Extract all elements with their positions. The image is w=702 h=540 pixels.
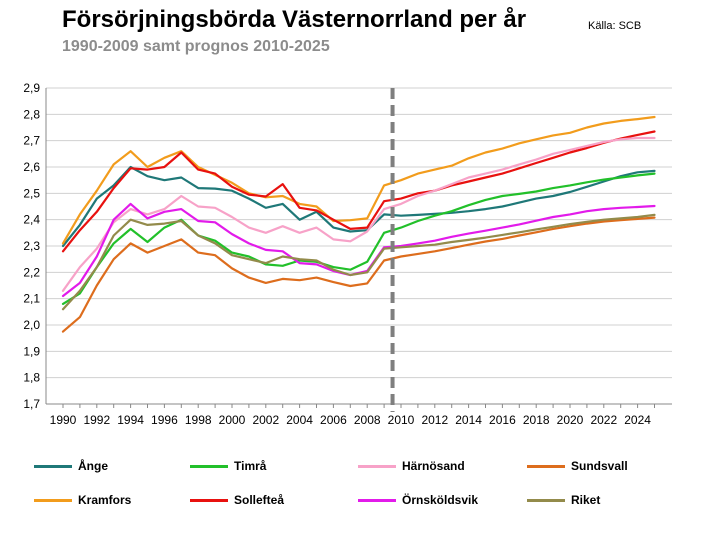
series-line-timrå <box>61 172 656 305</box>
legend-item: Timrå <box>190 458 266 474</box>
legend-label: Timrå <box>234 459 267 473</box>
y-tick-label: 1,8 <box>23 371 40 385</box>
y-tick-label: 2,8 <box>23 107 40 121</box>
x-tick-label: 2008 <box>354 413 381 427</box>
legend-item: Sollefteå <box>190 492 284 508</box>
legend-swatch <box>358 464 396 468</box>
x-tick-label: 2014 <box>455 413 482 427</box>
legend-swatch <box>34 498 72 502</box>
y-tick-label: 1,9 <box>23 344 40 358</box>
y-tick-label: 1,7 <box>23 397 40 411</box>
x-tick-label: 2024 <box>624 413 651 427</box>
series-line-kramfors <box>61 115 656 245</box>
legend-item: Riket <box>527 492 600 508</box>
x-tick-label: 2010 <box>388 413 415 427</box>
chart-title: Försörjningsbörda Västernorrland per år <box>62 6 527 33</box>
chart-subtitle: 1990-2009 samt prognos 2010-2025 <box>62 38 330 55</box>
y-tick-label: 2,3 <box>23 239 40 253</box>
x-tick-label: 2006 <box>320 413 347 427</box>
legend-item: Härnösand <box>358 458 465 474</box>
x-tick-label: 1998 <box>185 413 212 427</box>
legend-swatch <box>190 498 228 502</box>
x-tick-label: 2004 <box>286 413 313 427</box>
x-tick-label: 2016 <box>489 413 516 427</box>
legend-label: Riket <box>571 493 601 507</box>
legend-label: Kramfors <box>78 493 132 507</box>
x-tick-label: 2000 <box>219 413 246 427</box>
x-tick-label: 2022 <box>590 413 617 427</box>
y-tick-label: 2,9 <box>23 81 40 95</box>
x-tick-label: 1996 <box>151 413 178 427</box>
series-line-ånge <box>61 165 656 248</box>
legend-swatch <box>527 464 565 468</box>
legend-swatch <box>527 498 565 502</box>
x-tick-label: 1992 <box>83 413 110 427</box>
y-tick-label: 2,5 <box>23 186 40 200</box>
y-tick-label: 2,2 <box>23 265 40 279</box>
x-tick-label: 2018 <box>523 413 550 427</box>
legend-label: Ånge <box>78 459 108 473</box>
legend-label: Härnösand <box>402 459 465 473</box>
x-tick-label: 1990 <box>50 413 77 427</box>
legend-label: Sundsvall <box>571 459 628 473</box>
series-line-riket <box>61 213 656 311</box>
y-tick-label: 2,1 <box>23 292 40 306</box>
line-chart: 1,7 1,8 1,9 2,0 2,1 2,2 2,3 2,4 2,5 2,6 2,7 2,8 2,9 1… <box>23 81 672 427</box>
x-tick-label: 1994 <box>117 413 144 427</box>
y-tick-label: 2,0 <box>23 318 40 332</box>
y-tick-label: 2,7 <box>23 134 40 148</box>
legend-swatch <box>358 498 396 502</box>
legend-item: Örnsköldsvik <box>358 492 478 508</box>
y-tick-label: 2,6 <box>23 160 40 174</box>
legend-item: Kramfors <box>34 492 131 508</box>
legend-swatch <box>34 464 72 468</box>
legend-swatch <box>190 464 228 468</box>
series-line-härnösand <box>61 136 656 292</box>
y-tick-label: 2,4 <box>23 213 40 227</box>
legend-item: Sundsvall <box>527 458 628 474</box>
series-line-sollefteå <box>61 130 656 253</box>
legend-item: Ånge <box>34 458 108 474</box>
series-line-sundsvall <box>61 216 656 333</box>
x-tick-label: 2020 <box>557 413 584 427</box>
x-tick-label: 2012 <box>421 413 448 427</box>
chart-source: Källa: SCB <box>588 20 642 32</box>
legend-label: Örnsköldsvik <box>402 493 479 507</box>
x-tick-label: 2002 <box>252 413 279 427</box>
legend-label: Sollefteå <box>234 493 285 507</box>
